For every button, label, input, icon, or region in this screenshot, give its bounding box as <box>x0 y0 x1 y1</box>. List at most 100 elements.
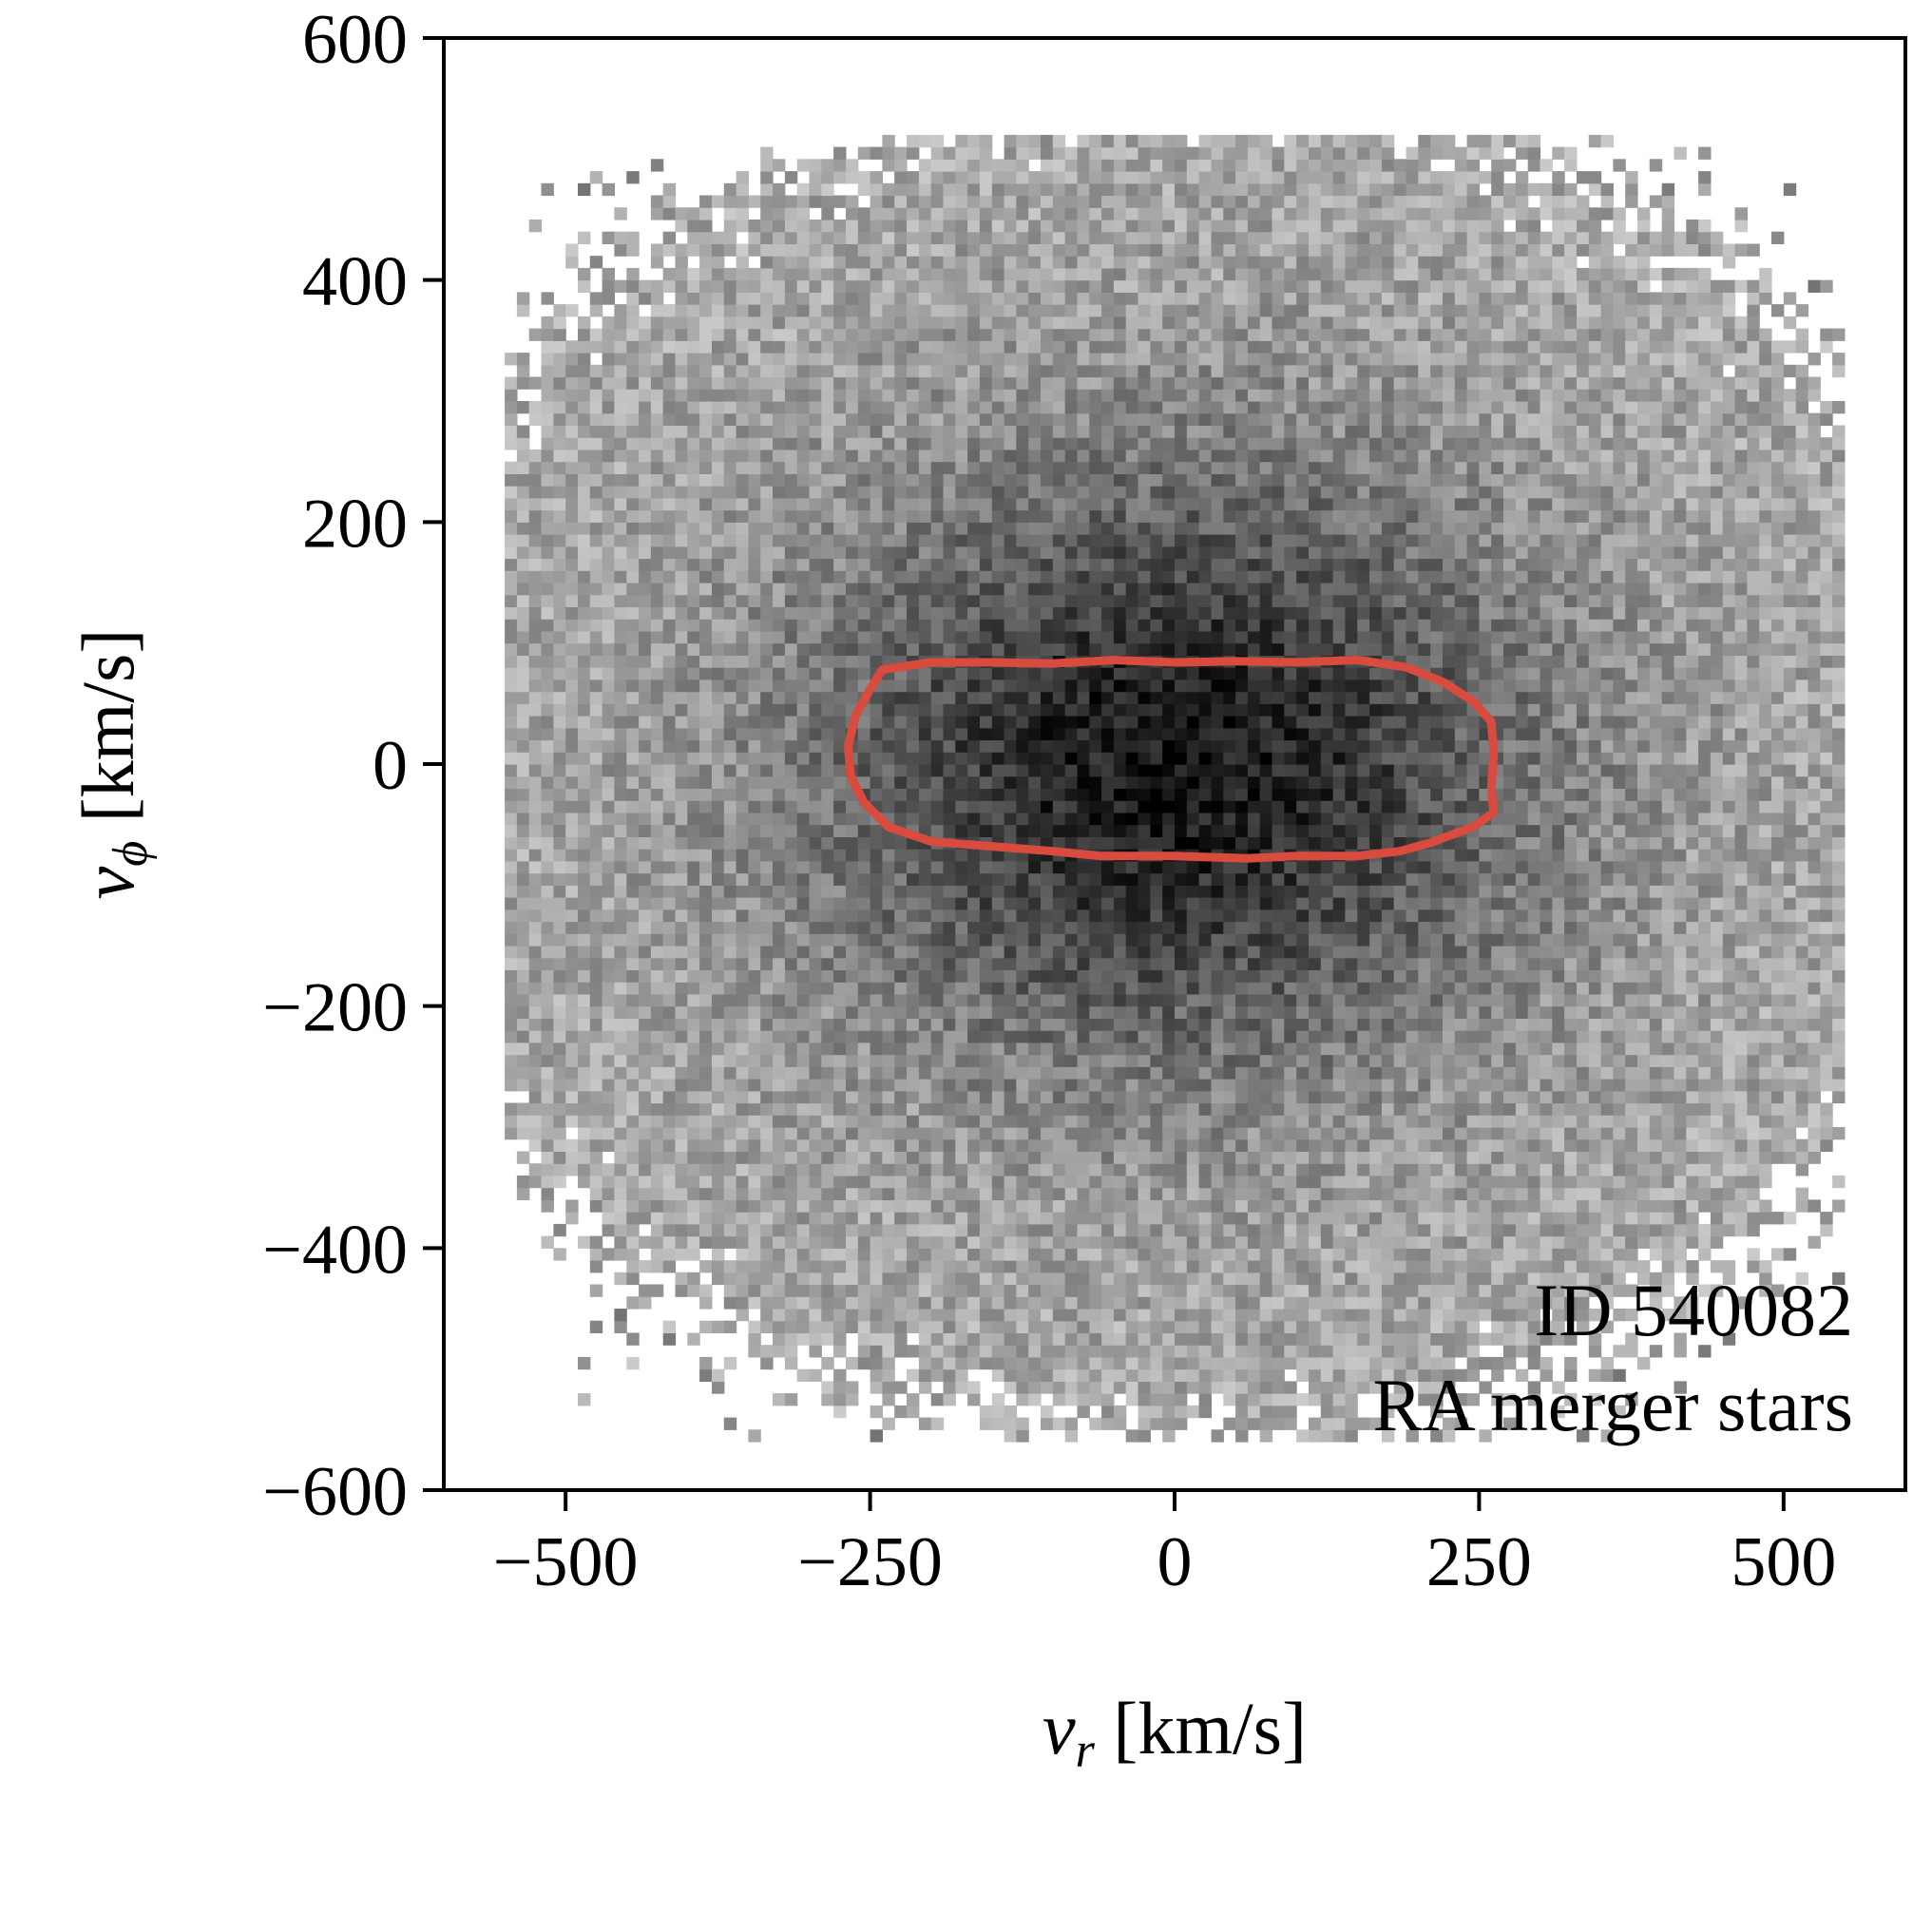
heatmap-cell <box>760 1018 774 1031</box>
heatmap-cell <box>748 1187 761 1200</box>
heatmap-cell <box>639 667 652 680</box>
heatmap-cell <box>736 449 749 463</box>
heatmap-cell <box>1101 1417 1115 1430</box>
heatmap-cell <box>821 304 834 317</box>
heatmap-cell <box>516 1187 530 1200</box>
heatmap-cell <box>662 885 677 898</box>
heatmap-cell <box>541 655 554 668</box>
heatmap-cell <box>979 231 993 244</box>
heatmap-cell <box>1089 860 1102 874</box>
heatmap-cell <box>918 1005 932 1019</box>
heatmap-cell <box>918 921 932 934</box>
heatmap-cell <box>650 486 664 499</box>
heatmap-cell <box>943 885 956 898</box>
heatmap-cell <box>967 909 981 923</box>
heatmap-cell <box>833 606 847 620</box>
heatmap-cell <box>1089 376 1102 390</box>
heatmap-cell <box>1077 1332 1090 1346</box>
heatmap-cell <box>712 364 725 378</box>
heatmap-cell <box>699 583 713 596</box>
heatmap-cell <box>589 1260 603 1273</box>
heatmap-cell <box>565 1005 579 1019</box>
heatmap-cell <box>650 1127 664 1140</box>
heatmap-cell <box>1077 207 1090 220</box>
heatmap-cell <box>528 486 543 499</box>
heatmap-cell <box>528 812 543 826</box>
heatmap-cell <box>712 376 725 390</box>
heatmap-cell <box>833 376 847 390</box>
heatmap-cell <box>907 486 920 499</box>
heatmap-cell <box>565 497 579 511</box>
heatmap-cell <box>1016 1345 1029 1358</box>
heatmap-cell <box>809 691 822 704</box>
heatmap-cell <box>1089 752 1102 765</box>
heatmap-cell <box>712 534 725 547</box>
heatmap-cell <box>1064 630 1079 644</box>
heatmap-cell <box>675 775 688 789</box>
heatmap-cell <box>1077 1079 1090 1092</box>
heatmap-cell <box>1028 982 1042 995</box>
heatmap-cell <box>1113 220 1127 233</box>
heatmap-cell <box>1004 509 1017 523</box>
heatmap-cell <box>882 1345 895 1358</box>
heatmap-cell <box>528 461 543 474</box>
heatmap-cell <box>1125 993 1139 1007</box>
heatmap-cell <box>943 1151 956 1164</box>
heatmap-cell <box>1113 534 1127 547</box>
heatmap-cell <box>760 969 774 983</box>
heatmap-cell <box>516 872 530 886</box>
heatmap-cell <box>930 1175 945 1189</box>
heatmap-cell <box>1089 921 1102 934</box>
heatmap-cell <box>1041 788 1054 801</box>
heatmap-cell <box>662 933 677 947</box>
heatmap-cell <box>723 412 737 426</box>
heatmap-cell <box>1077 486 1090 499</box>
heatmap-cell <box>614 1102 627 1116</box>
heatmap-cell <box>1138 1368 1151 1382</box>
heatmap-cell <box>602 703 615 717</box>
heatmap-cell <box>1113 231 1127 244</box>
heatmap-cell <box>589 292 603 305</box>
heatmap-cell <box>918 304 932 317</box>
heatmap-cell <box>760 412 774 426</box>
heatmap-cell <box>1064 195 1079 208</box>
heatmap-cell <box>553 1175 566 1189</box>
heatmap-cell <box>1028 1090 1042 1104</box>
heatmap-cell <box>723 231 737 244</box>
heatmap-cell <box>1101 1199 1115 1213</box>
heatmap-cell <box>809 316 822 330</box>
heatmap-cell <box>1101 1235 1115 1249</box>
heatmap-cell <box>1064 775 1079 789</box>
heatmap-cell <box>809 486 822 499</box>
heatmap-cell <box>1004 921 1017 934</box>
heatmap-cell <box>736 473 749 487</box>
heatmap-cell <box>589 1090 603 1104</box>
heatmap-cell <box>907 909 920 923</box>
heatmap-cell <box>821 1248 834 1261</box>
heatmap-cell <box>1041 739 1054 753</box>
heatmap-cell <box>687 764 700 777</box>
heatmap-cell <box>699 545 713 560</box>
heatmap-cell <box>626 982 640 995</box>
heatmap-cell <box>846 1175 859 1189</box>
heatmap-cell <box>736 1127 749 1140</box>
heatmap-cell <box>1077 1356 1090 1370</box>
heatmap-cell <box>833 836 847 850</box>
heatmap-cell <box>991 788 1005 801</box>
heatmap-cell <box>1077 1127 1090 1140</box>
heatmap-cell <box>760 619 774 632</box>
heatmap-cell <box>650 824 664 837</box>
heatmap-cell <box>541 583 554 596</box>
heatmap-cell <box>1064 425 1079 438</box>
heatmap-cell <box>699 739 713 753</box>
heatmap-cell <box>748 1345 761 1358</box>
heatmap-cell <box>882 1260 895 1273</box>
heatmap-cell <box>1138 933 1151 947</box>
heatmap-cell <box>857 606 871 620</box>
heatmap-cell <box>1089 1284 1102 1297</box>
heatmap-cell <box>943 1175 956 1189</box>
heatmap-cell <box>712 703 725 717</box>
heatmap-cell <box>699 824 713 837</box>
heatmap-cell <box>833 739 847 753</box>
heatmap-cell <box>736 1030 749 1043</box>
